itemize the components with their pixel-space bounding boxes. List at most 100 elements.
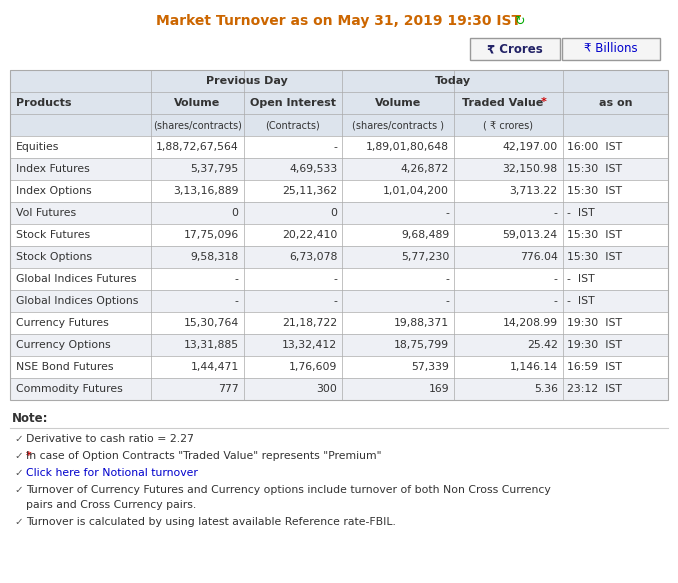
Text: ✓: ✓	[14, 451, 23, 461]
Text: 25,11,362: 25,11,362	[282, 186, 337, 196]
Text: 15,30,764: 15,30,764	[183, 318, 239, 328]
Text: -: -	[235, 296, 239, 306]
Text: -: -	[235, 274, 239, 284]
Text: 777: 777	[218, 384, 239, 394]
Bar	[10, 202, 668, 224]
Text: 3,713.22: 3,713.22	[510, 186, 558, 196]
Text: 9,68,489: 9,68,489	[401, 230, 449, 240]
Text: -  IST: - IST	[567, 296, 595, 306]
Text: 1,89,01,80,648: 1,89,01,80,648	[366, 142, 449, 152]
Text: ✓: ✓	[14, 517, 23, 527]
Text: -: -	[554, 274, 558, 284]
Bar	[10, 114, 668, 136]
Text: 776.04: 776.04	[520, 252, 558, 262]
Text: -  IST: - IST	[567, 274, 595, 284]
Bar	[10, 70, 668, 400]
Text: 3,13,16,889: 3,13,16,889	[173, 186, 239, 196]
Bar	[10, 136, 668, 158]
Bar	[470, 38, 560, 60]
Text: (shares/contracts ): (shares/contracts )	[352, 120, 444, 130]
Text: Traded Value: Traded Value	[462, 98, 547, 108]
Text: 14,208.99: 14,208.99	[502, 318, 558, 328]
Text: 0: 0	[330, 208, 337, 218]
Text: 169: 169	[428, 384, 449, 394]
Text: Click here for Notional turnover: Click here for Notional turnover	[26, 468, 198, 478]
Text: 1,88,72,67,564: 1,88,72,67,564	[156, 142, 239, 152]
Text: Currency Futures: Currency Futures	[16, 318, 108, 328]
Text: 5,77,230: 5,77,230	[401, 252, 449, 262]
Text: -: -	[445, 296, 449, 306]
Bar	[10, 70, 668, 92]
Text: 5.36: 5.36	[534, 384, 558, 394]
Text: Equities: Equities	[16, 142, 60, 152]
Text: 0: 0	[232, 208, 239, 218]
Text: 32,150.98: 32,150.98	[502, 164, 558, 174]
Text: 4,69,533: 4,69,533	[289, 164, 337, 174]
Text: 18,75,799: 18,75,799	[394, 340, 449, 350]
Text: 25.42: 25.42	[527, 340, 558, 350]
Text: 15:30  IST: 15:30 IST	[567, 252, 622, 262]
Text: Vol Futures: Vol Futures	[16, 208, 76, 218]
Text: 15:30  IST: 15:30 IST	[567, 164, 622, 174]
Text: Index Futures: Index Futures	[16, 164, 89, 174]
Text: 6,73,078: 6,73,078	[289, 252, 337, 262]
Text: In case of Option Contracts "Traded Value" represents "Premium": In case of Option Contracts "Traded Valu…	[26, 451, 382, 461]
Text: Stock Futures: Stock Futures	[16, 230, 90, 240]
Text: (Contracts): (Contracts)	[266, 120, 320, 130]
Text: pairs and Cross Currency pairs.: pairs and Cross Currency pairs.	[26, 500, 196, 510]
Text: -  IST: - IST	[567, 208, 595, 218]
Text: 21,18,722: 21,18,722	[282, 318, 337, 328]
Text: Currency Options: Currency Options	[16, 340, 111, 350]
Text: Note:: Note:	[12, 412, 49, 425]
Text: 19,88,371: 19,88,371	[394, 318, 449, 328]
Text: ₹ Crores: ₹ Crores	[487, 43, 543, 55]
Text: 15:30  IST: 15:30 IST	[567, 186, 622, 196]
Bar	[10, 92, 668, 114]
Bar	[10, 268, 668, 290]
Text: Commodity Futures: Commodity Futures	[16, 384, 123, 394]
Text: 13,31,885: 13,31,885	[184, 340, 239, 350]
Text: 16:59  IST: 16:59 IST	[567, 362, 622, 372]
Bar	[10, 378, 668, 400]
Text: 57,339: 57,339	[412, 362, 449, 372]
Text: ₹ Billions: ₹ Billions	[584, 43, 638, 55]
Bar	[10, 158, 668, 180]
Text: Derivative to cash ratio = 2.27: Derivative to cash ratio = 2.27	[26, 434, 194, 444]
Bar	[10, 224, 668, 246]
Bar	[562, 38, 660, 60]
Text: 19:30  IST: 19:30 IST	[567, 318, 622, 328]
Text: 1,44,471: 1,44,471	[191, 362, 239, 372]
Text: 9,58,318: 9,58,318	[191, 252, 239, 262]
Text: (shares/contracts): (shares/contracts)	[153, 120, 242, 130]
Text: 13,32,412: 13,32,412	[282, 340, 337, 350]
Text: 300: 300	[317, 384, 337, 394]
Text: 5,37,795: 5,37,795	[191, 164, 239, 174]
Text: Today: Today	[435, 76, 471, 86]
Text: 19:30  IST: 19:30 IST	[567, 340, 622, 350]
Text: 1,76,609: 1,76,609	[289, 362, 337, 372]
Text: -: -	[554, 208, 558, 218]
Text: Global Indices Options: Global Indices Options	[16, 296, 138, 306]
Text: -: -	[445, 208, 449, 218]
Text: Volume: Volume	[174, 98, 220, 108]
Text: Global Indices Futures: Global Indices Futures	[16, 274, 136, 284]
Text: ↻: ↻	[514, 15, 525, 28]
Text: *: *	[540, 97, 546, 107]
Text: 20,22,410: 20,22,410	[282, 230, 337, 240]
Text: 4,26,872: 4,26,872	[401, 164, 449, 174]
Text: Products: Products	[16, 98, 71, 108]
Text: ✓: ✓	[14, 468, 23, 478]
Text: 1,01,04,200: 1,01,04,200	[383, 186, 449, 196]
Text: -: -	[334, 274, 337, 284]
Bar	[10, 290, 668, 312]
Text: Turnover of Currency Futures and Currency options include turnover of both Non C: Turnover of Currency Futures and Currenc…	[26, 485, 551, 495]
Text: -: -	[334, 142, 337, 152]
Text: NSE Bond Futures: NSE Bond Futures	[16, 362, 113, 372]
Bar	[10, 246, 668, 268]
Text: Market Turnover as on May 31, 2019 19:30 IST: Market Turnover as on May 31, 2019 19:30…	[157, 14, 521, 28]
Text: *: *	[26, 451, 35, 461]
Text: -: -	[334, 296, 337, 306]
Text: Turnover is calculated by using latest available Reference rate-FBIL.: Turnover is calculated by using latest a…	[26, 517, 396, 527]
Bar	[10, 356, 668, 378]
Text: Stock Options: Stock Options	[16, 252, 92, 262]
